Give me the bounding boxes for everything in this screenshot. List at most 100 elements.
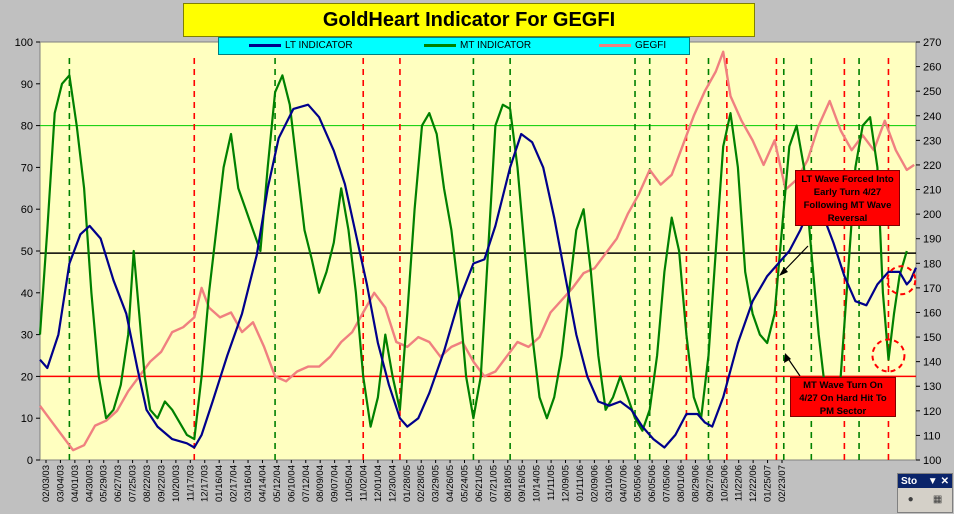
x-tick-label-34: 10/14/05 <box>532 465 543 502</box>
y2-tick-label-14: 240 <box>923 111 941 123</box>
y2-tick-label-4: 140 <box>923 357 941 369</box>
x-tick-label-3: 04/30/03 <box>84 465 95 502</box>
x-tick-label-46: 09/27/06 <box>705 465 716 502</box>
x-tick-label-25: 01/28/05 <box>402 465 413 502</box>
x-tick-label-28: 04/26/05 <box>445 465 456 502</box>
x-tick-label-2: 04/01/03 <box>70 465 81 502</box>
lt-arrowhead <box>779 267 788 276</box>
legend-label-gegfi: GEGFI <box>635 40 667 51</box>
x-tick-label-41: 05/05/06 <box>633 465 644 502</box>
lt-turn-circle <box>886 265 917 296</box>
y-tick-label-7: 70 <box>21 162 33 174</box>
sto-label: Sto <box>901 475 918 487</box>
legend-swatch-lt <box>249 44 281 47</box>
y-tick-label-3: 30 <box>21 330 33 342</box>
legend-swatch-mt <box>424 44 456 47</box>
chart-title: GoldHeart Indicator For GEGFI <box>183 3 755 37</box>
x-tick-label-47: 10/25/06 <box>719 465 730 502</box>
close-icon[interactable]: ✕ <box>940 475 949 487</box>
x-tick-label-1: 03/04/03 <box>55 465 66 502</box>
x-tick-label-51: 02/23/07 <box>777 465 788 502</box>
x-tick-label-36: 12/09/05 <box>561 465 572 502</box>
y-tick-label-0: 0 <box>27 455 33 467</box>
chart-legend: LT INDICATOR MT INDICATOR GEGFI <box>218 37 690 55</box>
y2-tick-label-15: 250 <box>923 86 941 98</box>
x-tick-label-17: 06/10/04 <box>286 465 297 502</box>
y2-tick-label-7: 170 <box>923 283 941 295</box>
dropdown-icon[interactable]: ▼ <box>927 475 938 487</box>
x-tick-label-31: 07/21/05 <box>488 465 499 502</box>
x-tick-label-14: 03/16/04 <box>243 465 254 502</box>
x-tick-label-32: 08/18/05 <box>503 465 514 502</box>
x-tick-label-13: 02/17/04 <box>229 465 240 502</box>
y2-tick-label-10: 200 <box>923 209 941 221</box>
x-tick-label-10: 11/17/03 <box>185 465 196 501</box>
y-tick-label-5: 50 <box>21 246 33 258</box>
y-tick-label-1: 10 <box>21 413 33 425</box>
y2-tick-label-3: 130 <box>923 381 941 393</box>
x-tick-label-27: 03/29/05 <box>431 465 442 502</box>
legend-swatch-gegfi <box>599 44 631 47</box>
sto-widget-body: ● ▦ <box>898 488 952 510</box>
lt-arrow-line <box>781 245 809 274</box>
x-tick-label-35: 11/11/05 <box>546 465 557 501</box>
x-tick-label-15: 04/14/04 <box>257 465 268 502</box>
x-tick-label-8: 09/22/03 <box>156 465 167 502</box>
x-tick-label-24: 12/30/04 <box>387 465 398 502</box>
mt-arrow-line <box>786 356 801 377</box>
x-tick-label-42: 06/05/06 <box>647 465 658 502</box>
dot-icon[interactable]: ● <box>907 493 914 505</box>
x-tick-label-12: 01/16/04 <box>214 465 225 502</box>
x-tick-label-40: 04/07/06 <box>618 465 629 502</box>
x-tick-label-49: 12/22/06 <box>748 465 759 502</box>
x-tick-label-21: 10/05/04 <box>344 465 355 502</box>
grid-icon[interactable]: ▦ <box>932 493 943 505</box>
legend-item-lt: LT INDICATOR <box>249 40 353 51</box>
y-tick-label-2: 20 <box>21 371 33 383</box>
series-line-gegfi <box>39 50 915 452</box>
sto-widget-header[interactable]: Sto ▼ ✕ <box>898 474 952 488</box>
x-tick-label-43: 07/05/06 <box>662 465 673 502</box>
x-tick-label-6: 07/25/03 <box>128 465 139 502</box>
y2-tick-label-9: 190 <box>923 234 941 246</box>
y2-tick-label-16: 260 <box>923 62 941 74</box>
x-tick-label-33: 09/16/05 <box>517 465 528 502</box>
mt-arrowhead <box>784 353 791 363</box>
y2-tick-label-8: 180 <box>923 258 941 270</box>
series-line-mt-indicator <box>38 74 908 441</box>
y2-tick-label-13: 230 <box>923 135 941 147</box>
x-tick-label-50: 01/25/07 <box>763 465 774 502</box>
x-tick-label-0: 02/03/03 <box>41 465 52 502</box>
x-tick-label-37: 01/11/06 <box>575 465 586 501</box>
y2-tick-label-5: 150 <box>923 332 941 344</box>
sto-widget[interactable]: Sto ▼ ✕ ● ▦ <box>897 473 953 513</box>
x-tick-label-4: 05/29/03 <box>99 465 110 502</box>
y-tick-label-9: 90 <box>21 79 33 91</box>
x-tick-label-11: 12/17/03 <box>200 465 211 502</box>
y2-tick-label-1: 110 <box>923 430 941 442</box>
x-tick-label-45: 08/29/06 <box>690 465 701 502</box>
y2-tick-label-17: 270 <box>923 37 941 49</box>
x-tick-label-19: 08/09/04 <box>315 465 326 502</box>
y-tick-label-10: 100 <box>15 37 33 49</box>
x-tick-label-48: 11/22/06 <box>734 465 745 501</box>
x-tick-label-16: 05/12/04 <box>272 465 283 502</box>
lt-callout: LT Wave Forced Into Early Turn 4/27 Foll… <box>795 170 900 226</box>
x-tick-label-22: 11/02/04 <box>358 465 369 501</box>
x-tick-label-29: 05/24/05 <box>460 465 471 502</box>
x-tick-label-26: 02/28/05 <box>416 465 427 502</box>
y-tick-label-8: 80 <box>21 121 33 133</box>
x-tick-label-39: 03/10/06 <box>604 465 615 502</box>
legend-item-mt: MT INDICATOR <box>424 40 531 51</box>
x-tick-label-44: 08/01/06 <box>676 465 687 502</box>
y2-tick-label-6: 160 <box>923 307 941 319</box>
y2-tick-label-0: 100 <box>923 455 941 467</box>
x-tick-label-23: 12/01/04 <box>373 465 384 502</box>
series-line-lt-indicator <box>39 103 918 449</box>
legend-label-lt: LT INDICATOR <box>285 40 353 51</box>
y2-tick-label-11: 210 <box>923 185 941 197</box>
x-tick-label-38: 02/09/06 <box>589 465 600 502</box>
mt-turn-circle <box>871 338 906 373</box>
